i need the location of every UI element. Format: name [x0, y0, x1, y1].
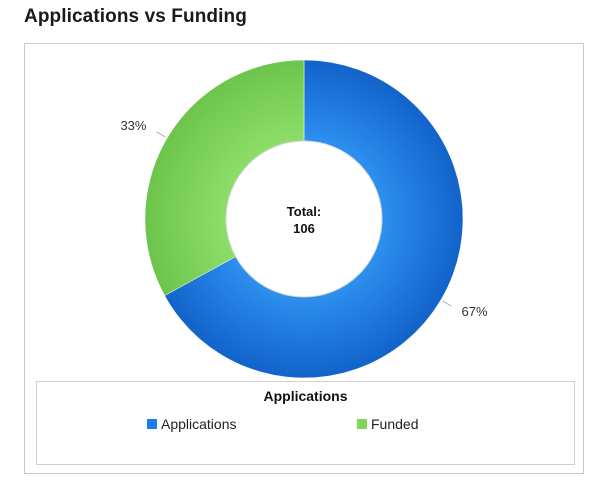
slice-leader-funded — [156, 131, 166, 138]
legend-label-applications: Applications — [161, 416, 237, 432]
slice-label-applications: 67% — [462, 304, 488, 319]
legend: Applications Applications Funded — [36, 381, 575, 465]
center-total-label: Total: — [287, 204, 321, 219]
legend-swatch-funded — [357, 419, 367, 429]
slice-label-funded: 33% — [120, 118, 146, 133]
legend-swatch-applications — [147, 419, 157, 429]
slice-leader-applications — [442, 300, 452, 307]
donut-hole — [225, 140, 383, 298]
legend-label-funded: Funded — [371, 416, 419, 432]
legend-item-funded[interactable]: Funded — [357, 416, 418, 432]
legend-item-applications[interactable]: Applications — [147, 416, 237, 432]
center-total-value: 106 — [293, 221, 315, 236]
page-title: Applications vs Funding — [24, 6, 247, 27]
legend-title: Applications — [263, 388, 348, 404]
